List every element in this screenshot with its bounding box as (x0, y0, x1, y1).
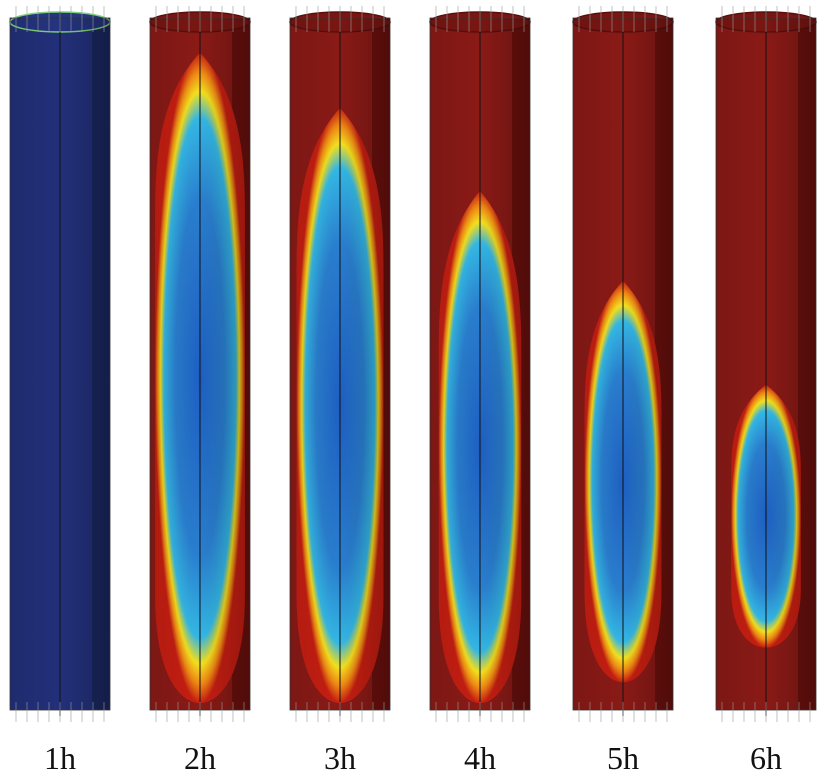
cylinder-panel-6h (715, 6, 817, 722)
cylinder-panel-2h (149, 6, 251, 722)
time-label-2h: 2h (184, 740, 216, 776)
cylinder-panel-3h (289, 6, 391, 722)
time-label-3h: 3h (324, 740, 356, 776)
cylinder-panel-1h (9, 6, 111, 722)
time-label-1h: 1h (44, 740, 76, 776)
time-label-6h: 6h (750, 740, 782, 776)
time-label-4h: 4h (464, 740, 496, 776)
cylinder-panel-5h (572, 6, 674, 722)
time-label-5h: 5h (607, 740, 639, 776)
cylinder-panel-4h (429, 6, 531, 722)
